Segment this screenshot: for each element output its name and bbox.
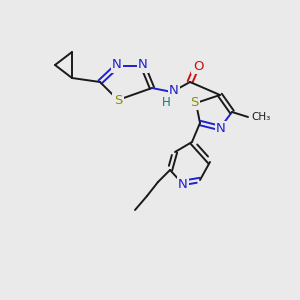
Text: O: O [193, 59, 203, 73]
Text: N: N [216, 122, 226, 136]
Text: N: N [178, 178, 188, 190]
Text: CH₃: CH₃ [251, 112, 270, 122]
Text: S: S [190, 95, 198, 109]
Text: N: N [138, 58, 148, 71]
Text: N: N [169, 83, 179, 97]
Text: H: H [162, 97, 170, 110]
Text: S: S [114, 94, 122, 107]
Text: N: N [112, 58, 122, 71]
